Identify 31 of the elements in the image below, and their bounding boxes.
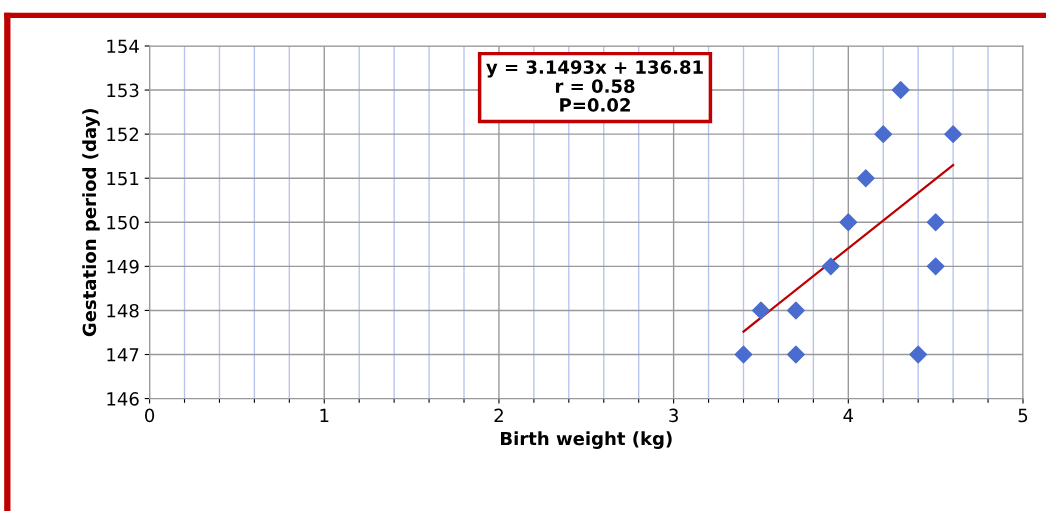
- x-tick-label: 5: [1018, 408, 1028, 423]
- y-tick-label: 146: [107, 392, 139, 406]
- point: [891, 81, 910, 99]
- point: [734, 345, 753, 364]
- y-tick-label: 151: [107, 171, 139, 186]
- point: [856, 169, 875, 188]
- point: [944, 125, 963, 144]
- y-tick-label: 147: [107, 348, 139, 362]
- point: [786, 345, 805, 364]
- point: [926, 257, 945, 276]
- x-tick-label: 3: [669, 408, 678, 423]
- y-axis-title: Gestation period (day): [82, 108, 100, 337]
- x-axis-title: Birth weight (kg): [501, 431, 672, 449]
- y-tick-label: 152: [107, 127, 139, 142]
- point: [786, 301, 805, 320]
- x-tick-label: 0: [145, 408, 155, 423]
- point: [752, 301, 770, 320]
- point: [821, 257, 840, 276]
- y-tick-label: 153: [107, 83, 139, 98]
- x-tick-label: 2: [494, 408, 503, 423]
- point: [874, 125, 893, 144]
- point: [839, 213, 858, 232]
- point: [909, 345, 928, 364]
- x-tick-label: 4: [843, 408, 854, 423]
- y-tick-label: 148: [107, 303, 139, 318]
- x-tick-label: 1: [320, 408, 329, 423]
- y-tick-label: 154: [107, 39, 139, 54]
- annotation: y = 3.1493x + 136.81 r = 0.58 P=0.02: [486, 60, 703, 112]
- y-tick-label: 150: [107, 215, 139, 230]
- y-tick-label: 149: [107, 259, 139, 274]
- point: [926, 213, 945, 232]
